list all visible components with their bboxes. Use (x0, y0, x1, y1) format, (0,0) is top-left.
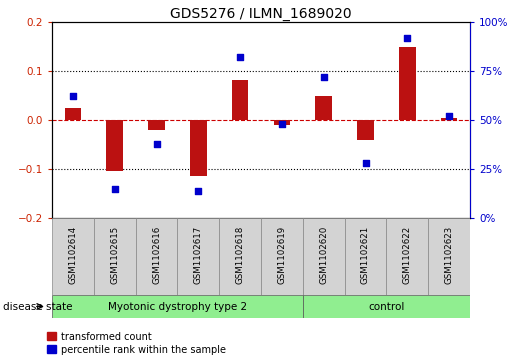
Bar (232, 80, 248, 120)
Bar (399, 48, 416, 120)
Point (236, 54, 244, 60)
Point (362, 160, 370, 166)
Bar (52, 295, 303, 318)
Bar (190, 120, 207, 176)
Point (194, 188, 202, 193)
Text: GSM1102614: GSM1102614 (68, 226, 77, 284)
Text: GSM1102621: GSM1102621 (361, 226, 370, 284)
Bar (177, 218, 219, 295)
Bar (261, 218, 303, 295)
Bar (357, 120, 374, 140)
Text: GSM1102622: GSM1102622 (403, 226, 412, 284)
Point (445, 113, 453, 119)
Bar (428, 218, 470, 295)
Point (320, 74, 328, 80)
Point (278, 121, 286, 127)
Bar (52, 218, 94, 295)
Point (111, 186, 119, 192)
Text: GSM1102619: GSM1102619 (278, 226, 286, 284)
Text: GSM1102620: GSM1102620 (319, 226, 328, 284)
Bar (386, 218, 428, 295)
Point (403, 35, 411, 41)
Bar (273, 120, 290, 125)
Legend: transformed count, percentile rank within the sample: transformed count, percentile rank withi… (46, 331, 226, 355)
Point (152, 140, 161, 146)
Bar (315, 97, 332, 120)
Text: GSM1102623: GSM1102623 (444, 226, 454, 284)
Bar (441, 118, 457, 120)
Text: GSM1102616: GSM1102616 (152, 226, 161, 284)
Text: GSM1102617: GSM1102617 (194, 226, 203, 284)
Bar (135, 218, 177, 295)
Text: Myotonic dystrophy type 2: Myotonic dystrophy type 2 (108, 302, 247, 311)
Point (69, 94, 77, 99)
Bar (148, 120, 165, 130)
Text: GSM1102615: GSM1102615 (110, 226, 119, 284)
Bar (106, 120, 123, 171)
Bar (345, 218, 386, 295)
Text: control: control (368, 302, 405, 311)
Title: GDS5276 / ILMN_1689020: GDS5276 / ILMN_1689020 (170, 7, 352, 21)
Bar (303, 218, 345, 295)
Bar (303, 295, 470, 318)
Text: disease state: disease state (3, 302, 72, 311)
Bar (94, 218, 135, 295)
Bar (64, 108, 81, 120)
Bar (219, 218, 261, 295)
Text: GSM1102618: GSM1102618 (235, 226, 245, 284)
